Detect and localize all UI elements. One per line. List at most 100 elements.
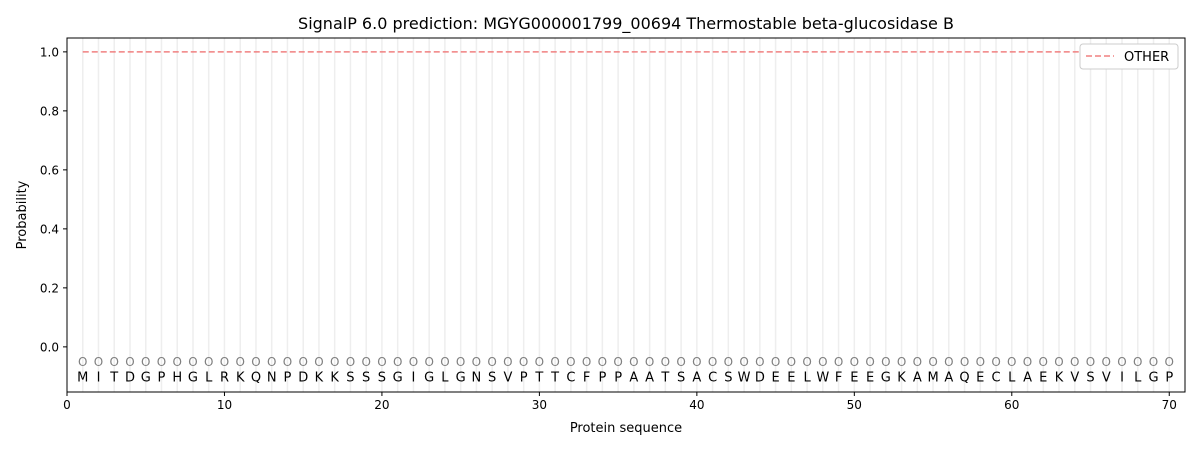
residue-state-label: O <box>850 355 859 369</box>
residue-letter: T <box>660 370 669 385</box>
residue-state-label: O <box>1102 355 1111 369</box>
y-tick-label: 0.2 <box>40 281 59 295</box>
residue-state-label: O <box>251 355 260 369</box>
residue-state-label: O <box>346 355 355 369</box>
residue-letter: P <box>520 370 528 385</box>
residue-state-label: O <box>897 355 906 369</box>
residue-letter: S <box>724 370 732 385</box>
residue-state-label: O <box>1070 355 1079 369</box>
residue-letter: Q <box>251 370 261 385</box>
residue-state-label: O <box>661 355 670 369</box>
residue-letter: I <box>412 370 416 385</box>
residue-state-label: O <box>503 355 512 369</box>
residue-letter: I <box>1120 370 1124 385</box>
residue-letter: A <box>913 370 922 385</box>
residue-letter: D <box>125 370 135 385</box>
residue-letter: E <box>866 370 874 385</box>
residue-letter: L <box>803 370 811 385</box>
x-tick-label: 10 <box>217 398 232 412</box>
residue-state-label: O <box>204 355 213 369</box>
residue-state-label: O <box>220 355 229 369</box>
residue-letter: G <box>188 370 198 385</box>
residue-letter: E <box>976 370 984 385</box>
residue-letter: K <box>897 370 906 385</box>
residue-letter: C <box>992 370 1001 385</box>
residue-letter: V <box>1070 370 1079 385</box>
residue-letter: V <box>503 370 512 385</box>
x-axis-label: Protein sequence <box>570 421 682 436</box>
residue-state-label: O <box>598 355 607 369</box>
residue-state-label: O <box>550 355 559 369</box>
residue-letter: D <box>755 370 765 385</box>
residue-letter: C <box>708 370 717 385</box>
residue-state-label: O <box>314 355 323 369</box>
residue-letter: E <box>850 370 858 385</box>
y-axis-label: Probability <box>15 180 30 249</box>
residue-letter: F <box>583 370 590 385</box>
residue-state-label: O <box>1133 355 1142 369</box>
residue-letter: N <box>267 370 277 385</box>
residue-letter: C <box>566 370 575 385</box>
residue-state-label: O <box>645 355 654 369</box>
residue-letter: G <box>393 370 403 385</box>
residue-letter: G <box>424 370 434 385</box>
x-tick-label: 60 <box>1004 398 1019 412</box>
residue-letter: A <box>1023 370 1032 385</box>
x-tick-label: 0 <box>63 398 71 412</box>
residue-state-label: O <box>78 355 87 369</box>
y-tick-label: 0.4 <box>40 222 59 236</box>
residue-letter: N <box>472 370 482 385</box>
residue-state-label: O <box>188 355 197 369</box>
residue-letter: E <box>771 370 779 385</box>
residue-letter: S <box>378 370 386 385</box>
residue-letter: S <box>362 370 370 385</box>
residue-state-label: O <box>613 355 622 369</box>
residue-state-label: O <box>94 355 103 369</box>
residue-state-label: O <box>724 355 733 369</box>
x-tick-label: 30 <box>532 398 547 412</box>
residue-state-label: O <box>172 355 181 369</box>
residue-state-label: O <box>283 355 292 369</box>
residue-letter: A <box>944 370 953 385</box>
residue-state-label: O <box>267 355 276 369</box>
residue-letter: A <box>629 370 638 385</box>
residue-letter: P <box>598 370 606 385</box>
residue-state-label: O <box>1023 355 1032 369</box>
residue-state-label: O <box>235 355 244 369</box>
residue-state-label: O <box>834 355 843 369</box>
residue-state-label: O <box>913 355 922 369</box>
residue-letter: L <box>1134 370 1142 385</box>
x-tick-label: 40 <box>689 398 704 412</box>
residue-letter: G <box>881 370 891 385</box>
residue-state-label: O <box>629 355 638 369</box>
residue-letter: P <box>1165 370 1173 385</box>
residue-state-label: O <box>1007 355 1016 369</box>
residue-state-label: O <box>456 355 465 369</box>
residue-state-label: O <box>409 355 418 369</box>
residue-letter: S <box>346 370 354 385</box>
residue-state-label: O <box>1165 355 1174 369</box>
x-tick-label: 70 <box>1162 398 1177 412</box>
residue-letter: G <box>456 370 466 385</box>
residue-state-label: O <box>330 355 339 369</box>
residue-state-label: O <box>393 355 402 369</box>
residue-letter: S <box>1086 370 1094 385</box>
residue-state-label: O <box>676 355 685 369</box>
residue-state-label: O <box>110 355 119 369</box>
residue-state-label: O <box>1149 355 1158 369</box>
residue-state-label: O <box>1054 355 1063 369</box>
residue-letter: K <box>1055 370 1064 385</box>
residue-letter: M <box>927 370 938 385</box>
residue-letter: W <box>816 370 829 385</box>
residue-letter: A <box>692 370 701 385</box>
residue-letter: I <box>97 370 101 385</box>
residue-state-label: O <box>881 355 890 369</box>
residue-state-label: O <box>928 355 937 369</box>
residue-state-label: O <box>960 355 969 369</box>
residue-state-label: O <box>582 355 591 369</box>
residue-state-label: O <box>692 355 701 369</box>
residue-letter: L <box>1008 370 1016 385</box>
residue-letter: W <box>738 370 751 385</box>
